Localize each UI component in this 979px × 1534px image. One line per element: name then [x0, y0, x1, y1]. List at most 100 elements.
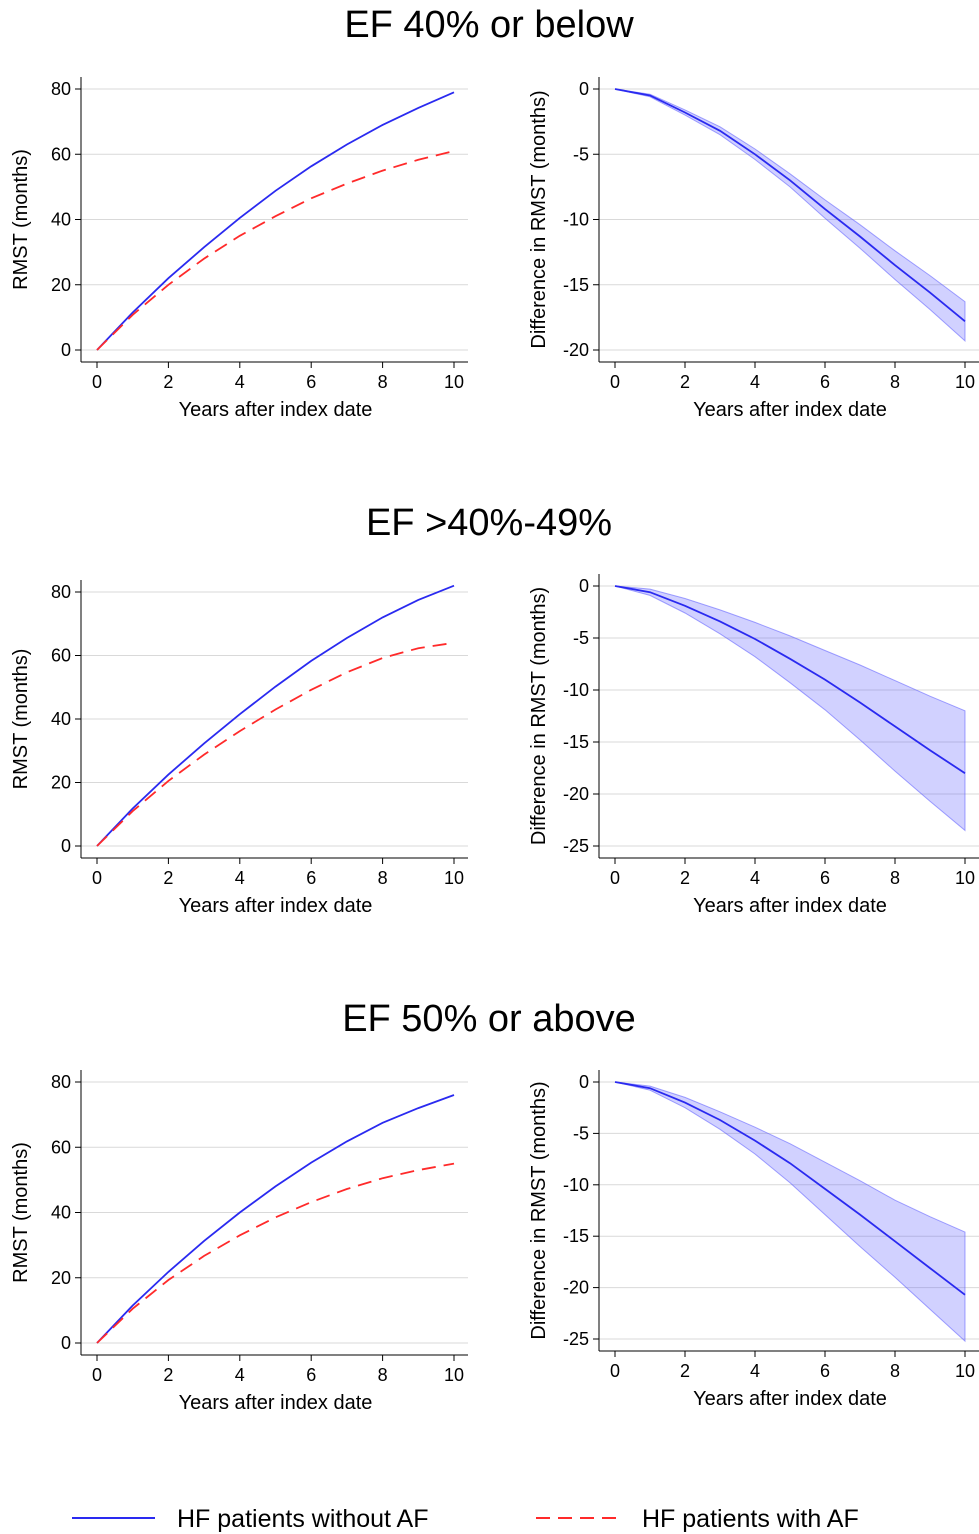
x-tick-label: 2	[680, 372, 690, 392]
y-tick-label: -25	[563, 1329, 589, 1349]
group-title-ef-50-or-above: EF 50% or above	[342, 998, 636, 1040]
x-tick-label: 4	[235, 868, 245, 888]
y-tick-label: 0	[61, 340, 71, 360]
x-tick-label: 10	[444, 372, 464, 392]
confidence-band	[614, 585, 966, 832]
x-tick-label: 0	[610, 1361, 620, 1381]
series-line-1	[96, 584, 455, 847]
x-tick-label: 4	[750, 1361, 760, 1381]
y-tick-label: -20	[563, 1278, 589, 1298]
x-tick-label: 8	[378, 1365, 388, 1385]
chart-panel-1: 0 20 40 60 80 0 2 4 6 8 10 Years after index date RM…	[10, 77, 468, 421]
x-axis-label: Years after index date	[179, 1392, 373, 1414]
x-tick-label: 2	[163, 1365, 173, 1385]
y-tick-label: 80	[51, 1072, 71, 1092]
series-line-2	[96, 641, 455, 847]
legend-label-without-af: HF patients without AF	[177, 1505, 429, 1533]
y-tick-label: 60	[51, 144, 71, 164]
confidence-band	[614, 1081, 966, 1343]
y-tick-label: -15	[563, 732, 589, 752]
x-tick-label: 8	[890, 868, 900, 888]
x-tick-label: 0	[92, 372, 102, 392]
y-tick-label: 80	[51, 582, 71, 602]
x-axis-label: Years after index date	[693, 399, 887, 421]
confidence-band	[614, 88, 966, 343]
y-tick-label: 0	[579, 576, 589, 596]
y-tick-label: -10	[563, 210, 589, 230]
x-tick-label: 10	[955, 1361, 975, 1381]
y-tick-label: 20	[51, 1268, 71, 1288]
x-tick-label: 6	[306, 372, 316, 392]
legend: HF patients without AF HF patients with …	[72, 1505, 859, 1533]
y-tick-label: 40	[51, 1203, 71, 1223]
x-axis-label: Years after index date	[179, 399, 373, 421]
x-tick-label: 0	[92, 868, 102, 888]
chart-panel-2: 0 -5 -10 -15 -20 0 2 4 6 8 10 Years after index dat…	[528, 77, 979, 421]
series-line-2	[96, 1162, 455, 1344]
y-tick-label: 80	[51, 79, 71, 99]
y-tick-label: 60	[51, 646, 71, 666]
x-tick-label: 8	[378, 372, 388, 392]
series-line-1	[96, 91, 455, 351]
x-axis-label: Years after index date	[179, 895, 373, 917]
series-line-1	[614, 585, 966, 774]
y-tick-label: -10	[563, 680, 589, 700]
x-tick-label: 10	[955, 868, 975, 888]
x-axis-label: Years after index date	[693, 1388, 887, 1410]
y-tick-label: -20	[563, 340, 589, 360]
x-tick-label: 6	[306, 868, 316, 888]
legend-label-with-af: HF patients with AF	[642, 1505, 859, 1533]
y-tick-label: 20	[51, 773, 71, 793]
y-tick-label: -5	[573, 628, 589, 648]
y-tick-label: -10	[563, 1175, 589, 1195]
y-tick-label: 20	[51, 275, 71, 295]
y-tick-label: -25	[563, 836, 589, 856]
x-tick-label: 4	[750, 868, 760, 888]
x-axis-label: Years after index date	[693, 895, 887, 917]
y-tick-label: -15	[563, 275, 589, 295]
y-tick-label: 0	[61, 836, 71, 856]
y-tick-label: -20	[563, 784, 589, 804]
x-tick-label: 0	[610, 868, 620, 888]
x-tick-label: 6	[820, 372, 830, 392]
y-tick-label: 0	[61, 1333, 71, 1353]
y-tick-label: 60	[51, 1137, 71, 1157]
y-axis-label: Difference in RMST (months)	[528, 587, 550, 845]
x-tick-label: 10	[444, 1365, 464, 1385]
y-tick-label: -15	[563, 1226, 589, 1246]
x-tick-label: 2	[680, 1361, 690, 1381]
x-tick-label: 0	[610, 372, 620, 392]
chart-panel-6: 0 -5 -10 -15 -20 -25 0 2 4 6 8 10 Years after index …	[528, 1070, 979, 1410]
x-tick-label: 6	[820, 1361, 830, 1381]
y-tick-label: 0	[579, 1072, 589, 1092]
group-title-ef-40-or-below: EF 40% or below	[344, 4, 634, 46]
x-tick-label: 6	[306, 1365, 316, 1385]
chart-panel-3: 0 20 40 60 80 0 2 4 6 8 10 Years after index date RM…	[10, 580, 468, 917]
y-tick-label: 40	[51, 210, 71, 230]
x-tick-label: 4	[750, 372, 760, 392]
x-tick-label: 4	[235, 372, 245, 392]
x-tick-label: 2	[163, 372, 173, 392]
chart-panel-5: 0 20 40 60 80 0 2 4 6 8 10 Years after index date RM…	[10, 1070, 468, 1414]
chart-panel-4: 0 -5 -10 -15 -20 -25 0 2 4 6 8 10 Years after index …	[528, 574, 979, 917]
series-line-1	[96, 1094, 455, 1344]
x-tick-label: 8	[890, 1361, 900, 1381]
group-title-ef-40-49: EF >40%-49%	[366, 502, 612, 544]
y-axis-label: Difference in RMST (months)	[528, 1081, 550, 1339]
series-line-1	[614, 1081, 966, 1296]
x-tick-label: 10	[955, 372, 975, 392]
x-tick-label: 8	[378, 868, 388, 888]
y-axis-label: Difference in RMST (months)	[528, 90, 550, 348]
series-line-2	[96, 150, 455, 351]
y-axis-label: RMST (months)	[10, 1142, 32, 1283]
y-tick-label: -5	[573, 1123, 589, 1143]
y-tick-label: 40	[51, 709, 71, 729]
x-tick-label: 10	[444, 868, 464, 888]
y-tick-label: -5	[573, 144, 589, 164]
x-tick-label: 8	[890, 372, 900, 392]
x-tick-label: 2	[680, 868, 690, 888]
y-axis-label: RMST (months)	[10, 149, 32, 290]
x-tick-label: 6	[820, 868, 830, 888]
